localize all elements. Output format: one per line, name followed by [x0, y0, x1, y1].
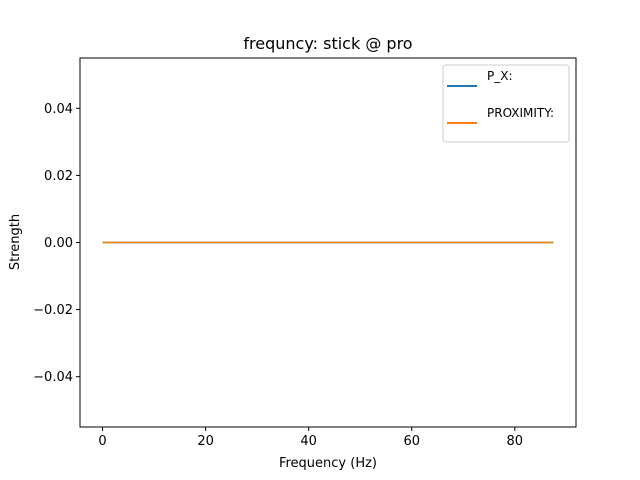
chart-title: frequncy: stick @ pro [243, 34, 412, 53]
legend: P_X: PROXIMITY: [442, 64, 570, 143]
y-tick-label: −0.02 [33, 303, 73, 318]
x-tick-label: 60 [403, 434, 420, 449]
legend-label-1: PROXIMITY: [487, 106, 554, 120]
x-axis: 0 20 40 60 80 [98, 427, 523, 449]
y-axis-label: Strength [8, 214, 23, 270]
y-axis: 0.04 0.02 0.00 −0.02 −0.04 [33, 102, 80, 385]
x-tick-label: 40 [300, 434, 317, 449]
y-tick-label: 0.00 [44, 236, 73, 251]
legend-label-0: P_X: [487, 69, 513, 83]
x-axis-label: Frequency (Hz) [279, 456, 377, 471]
y-tick-label: −0.04 [33, 370, 73, 385]
x-tick-label: 20 [197, 434, 214, 449]
x-tick-label: 0 [98, 434, 106, 449]
y-tick-label: 0.04 [44, 102, 73, 117]
y-tick-label: 0.02 [44, 169, 73, 184]
x-tick-label: 80 [507, 434, 524, 449]
